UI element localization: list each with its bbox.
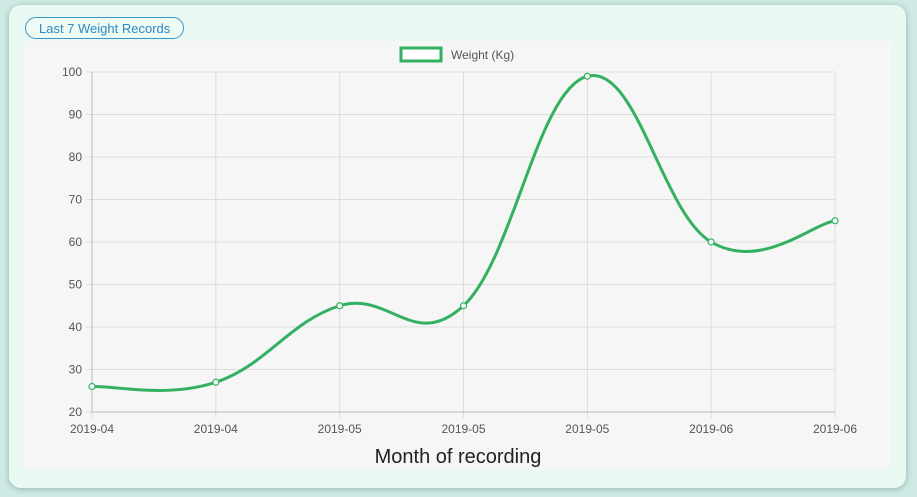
y-tick-label: 80 [69,150,83,164]
y-tick-label: 70 [69,193,83,207]
chart-panel [24,41,890,469]
legend-label: Weight (Kg) [451,48,514,62]
x-tick-label: 2019-06 [689,422,733,436]
x-tick-label: 2019-05 [318,422,362,436]
data-points [88,72,839,391]
data-point[interactable] [336,302,344,310]
x-tick-label: 2019-05 [565,422,609,436]
last-records-badge[interactable]: Last 7 Weight Records [25,17,185,39]
y-tick-label: 100 [62,65,82,79]
y-tick-label: 40 [69,320,83,334]
weight-series-line [91,74,836,392]
x-tick-label: 2019-04 [70,422,114,436]
data-point[interactable] [831,217,839,225]
data-point[interactable] [459,302,468,310]
data-point[interactable] [88,382,96,391]
x-axis-title: Month of recording [375,446,542,468]
y-axis-ticks: 20 30 40 50 60 70 80 90 100 [62,65,82,419]
data-point[interactable] [707,238,715,246]
x-tick-label: 2019-05 [441,422,485,436]
y-tick-label: 50 [69,278,83,292]
y-tick-label: 60 [69,235,83,249]
legend-swatch [399,46,443,63]
chart-legend[interactable]: Weight (Kg) [399,46,514,63]
chart-grid [86,71,836,418]
data-point[interactable] [583,72,591,80]
data-point[interactable] [212,378,220,386]
y-tick-label: 20 [69,405,83,419]
y-tick-label: 90 [69,108,83,122]
x-tick-label: 2019-04 [194,422,238,436]
x-axis-ticks: 2019-04 2019-04 2019-05 2019-05 2019-05 2019-… [70,422,857,436]
y-tick-label: 30 [69,363,83,377]
x-tick-label: 2019-06 [813,422,857,436]
